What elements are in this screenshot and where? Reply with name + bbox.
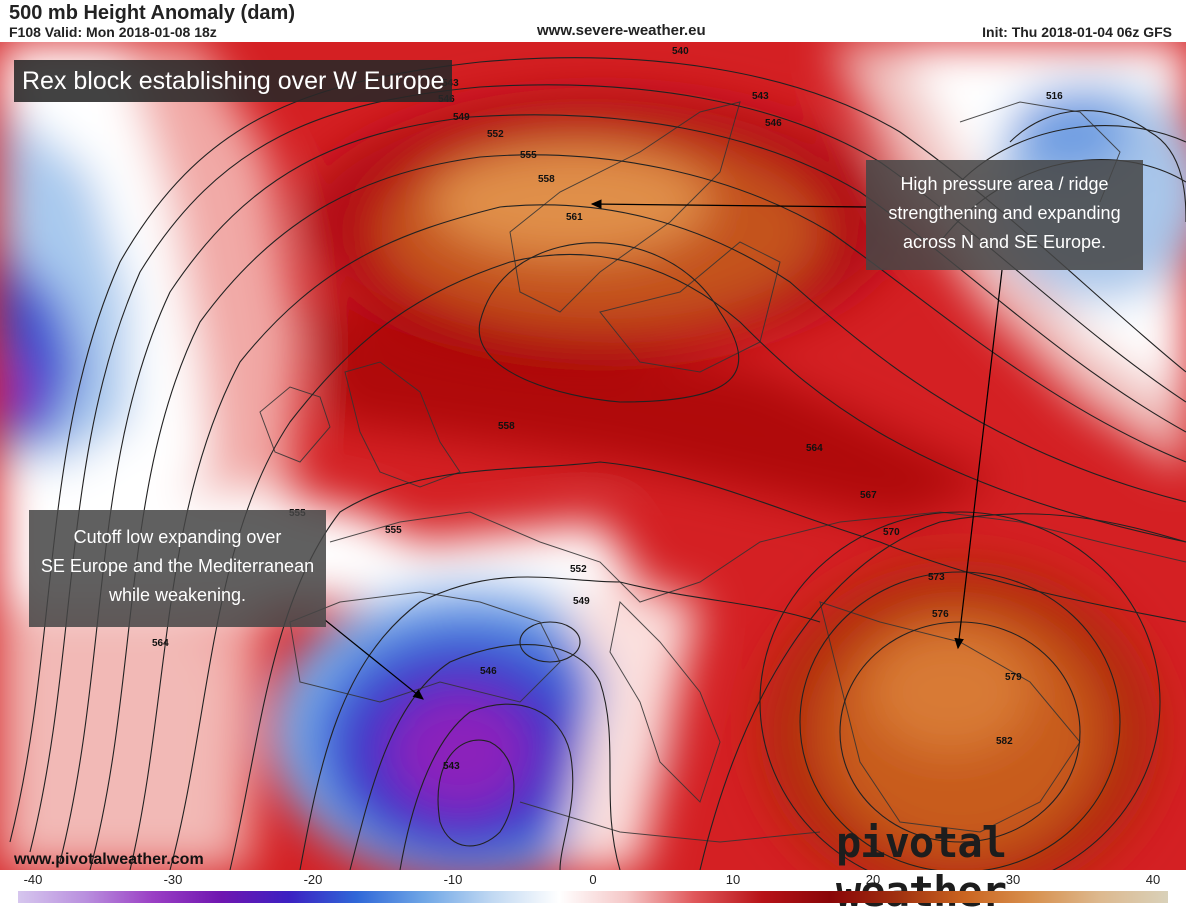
arrow-high-north	[590, 199, 867, 209]
colorbar-tick: 30	[1005, 872, 1021, 887]
contour-label: 540	[672, 46, 689, 57]
contour-label: 543	[443, 761, 460, 772]
colorbar-tick: 40	[1145, 872, 1161, 887]
colorbar-tick: -40	[23, 872, 43, 887]
chart-title: 500 mb Height Anomaly (dam)	[9, 2, 295, 24]
annotation-high-line: across N and SE Europe.	[902, 232, 1107, 252]
arrow-high-southeast	[954, 269, 1003, 650]
colorbar-tick: 10	[725, 872, 741, 887]
colorbar	[18, 891, 1168, 903]
colorbar-tick: -30	[163, 872, 183, 887]
valid-time: F108 Valid: Mon 2018-01-08 18z	[9, 24, 217, 40]
contour-label: 582	[996, 736, 1013, 747]
contour-label: 543	[752, 91, 769, 102]
contour-label: 567	[860, 490, 877, 501]
contour-label: 576	[932, 609, 949, 620]
header: 500 mb Height Anomaly (dam) F108 Valid: …	[0, 0, 1186, 42]
contour-label: 558	[498, 421, 515, 432]
annotation-high-line: strengthening and expanding	[888, 203, 1121, 223]
colorbar-tick: -10	[443, 872, 463, 887]
contour-label: 549	[453, 112, 470, 123]
watermark-url: www.pivotalweather.com	[14, 851, 204, 868]
contour-label: 546	[765, 118, 782, 129]
annotation-low-line: while weakening.	[108, 585, 247, 605]
colorbar-tick: 20	[865, 872, 881, 887]
contour-label: 546	[480, 666, 497, 677]
contour-label: 549	[573, 596, 590, 607]
annotation-low-line: SE Europe and the Mediterranean	[40, 556, 315, 576]
contour-label: 573	[928, 572, 945, 583]
contour-label: 555	[520, 150, 537, 161]
colorbar-tick: -20	[303, 872, 323, 887]
annotation-cutoff-low: Cutoff low expanding over SE Europe and …	[29, 510, 326, 627]
colorbar-gradient	[18, 891, 1168, 903]
annotation-title: Rex block establishing over W Europe	[14, 60, 453, 102]
contour-label: 552	[570, 564, 587, 575]
contour-label: 552	[487, 129, 504, 140]
annotation-high-line: High pressure area / ridge	[900, 174, 1109, 194]
contour-label: 579	[1005, 672, 1022, 683]
arrow-cutoff-low	[324, 619, 424, 700]
contour-label: 558	[538, 174, 555, 185]
annotation-arrows	[324, 199, 1003, 700]
contour-label: 570	[883, 527, 900, 538]
contour-label: 516	[1046, 91, 1063, 102]
contour-label-group: 540 543 546 549 552 555 558 561 543 546 …	[152, 46, 1063, 772]
colorbar-labels: -40 -30 -20 -10 0 10 20 30 40	[0, 872, 1186, 888]
contour-label: 561	[566, 212, 583, 223]
annotation-low-line: Cutoff low expanding over	[73, 527, 282, 547]
contour-label: 555	[385, 525, 402, 536]
site-url: www.severe-weather.eu	[537, 22, 706, 39]
colorbar-tick: 0	[589, 872, 597, 887]
contour-label: 564	[152, 638, 169, 649]
coastlines	[259, 101, 1186, 843]
init-time: Init: Thu 2018-01-04 06z GFS	[982, 24, 1172, 40]
annotation-high-pressure: High pressure area / ridge strengthening…	[866, 160, 1143, 270]
contour-label: 564	[806, 443, 823, 454]
